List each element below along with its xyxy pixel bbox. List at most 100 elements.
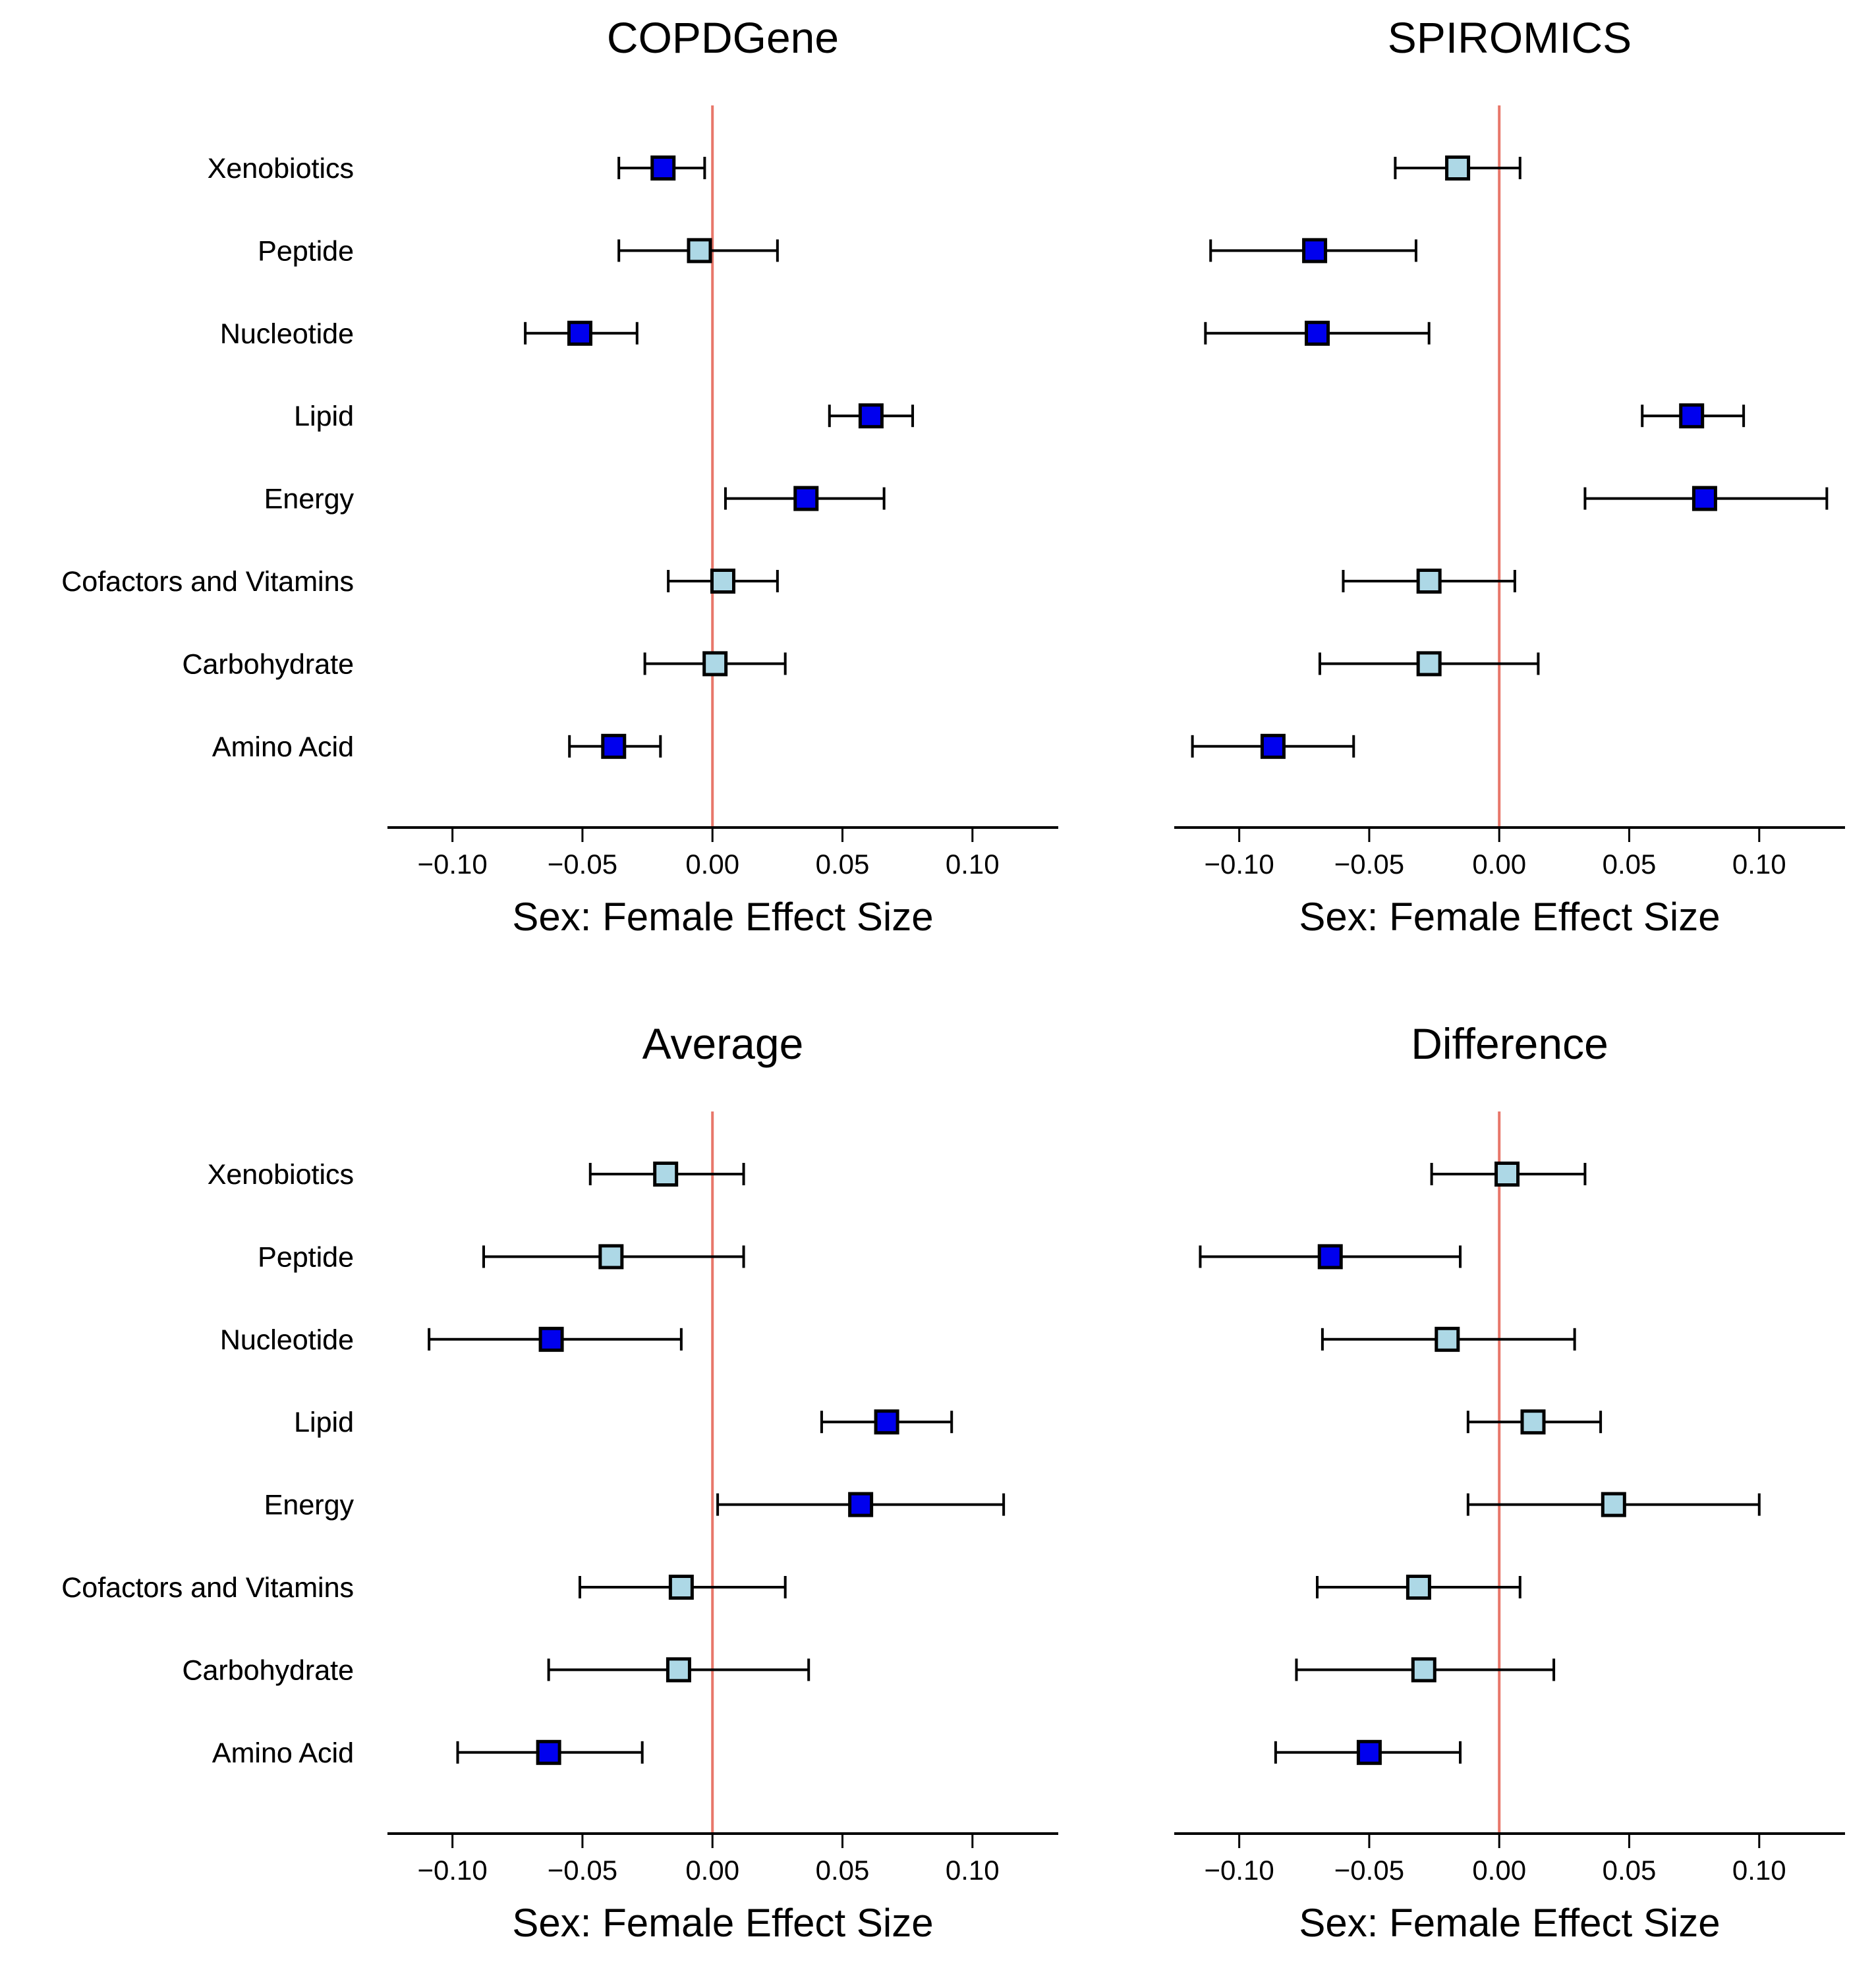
row-cofactors-and-vitamins: Cofactors and Vitamins (61, 566, 779, 598)
effect-estimate-marker (1691, 486, 1717, 511)
row-energy: Energy (264, 1490, 1761, 1521)
effect-estimate-marker (1406, 1575, 1431, 1600)
row-peptide: Peptide (258, 235, 1417, 267)
x-tick-label: −0.05 (548, 1855, 617, 1886)
row-xenobiotics: Xenobiotics (208, 153, 706, 184)
category-label: Lipid (294, 401, 354, 432)
row-energy: Energy (264, 484, 886, 515)
effect-estimate-marker (1416, 651, 1442, 677)
x-axis-label: Sex: Female Effect Size (1299, 1901, 1720, 1945)
effect-estimate-marker (598, 1244, 624, 1270)
row-carbohydrate: Carbohydrate (182, 648, 787, 680)
category-label: Energy (264, 1490, 355, 1521)
effect-estimate-marker (1260, 733, 1286, 759)
row-carbohydrate: Carbohydrate (182, 1654, 810, 1686)
category-label: Peptide (258, 235, 354, 267)
row-cofactors-and-vitamins: Cofactors and Vitamins (61, 1572, 1521, 1604)
category-label: Amino Acid (212, 1737, 354, 1769)
x-tick-label: −0.10 (1205, 1855, 1274, 1886)
row-cofactors-and-vitamins: Cofactors and Vitamins (61, 566, 1516, 598)
effect-estimate-marker (666, 1657, 691, 1683)
x-tick-label: 0.05 (816, 1855, 870, 1886)
category-label: Cofactors and Vitamins (61, 1572, 354, 1604)
category-label: Peptide (258, 235, 354, 267)
row-lipid: Lipid (294, 401, 1746, 432)
x-tick-label: 0.10 (1732, 849, 1786, 880)
row-xenobiotics: Xenobiotics (208, 153, 1521, 184)
x-tick-label: 0.10 (946, 849, 1000, 880)
difference-panel: Difference −0.10 −0.05 0.00 0.05 0.10 Sex: Fem… (61, 1019, 1845, 1945)
x-tick-label: −0.10 (1205, 849, 1274, 880)
panel-title: Average (642, 1019, 804, 1068)
effect-estimate-marker (668, 1575, 694, 1600)
x-tick-label: 0.05 (1603, 849, 1657, 880)
category-label: Lipid (294, 401, 354, 432)
effect-estimate-marker (1302, 238, 1328, 264)
category-label: Carbohydrate (182, 1654, 354, 1686)
row-energy: Energy (264, 484, 1829, 515)
effect-estimate-marker (1445, 155, 1471, 181)
effect-estimate-marker (650, 155, 676, 181)
row-peptide: Peptide (258, 1241, 745, 1273)
x-axis-label: Sex: Female Effect Size (1299, 895, 1720, 939)
x-tick-label: −0.05 (1334, 1855, 1404, 1886)
row-peptide: Peptide (258, 235, 779, 267)
category-label: Amino Acid (212, 731, 354, 763)
category-label: Cofactors and Vitamins (61, 566, 354, 598)
panel-title: COPDGene (607, 13, 839, 62)
row-amino-acid: Amino Acid (212, 731, 1355, 763)
x-tick-label: 0.05 (1603, 1855, 1657, 1886)
x-tick-label: 0.00 (685, 1855, 739, 1886)
effect-estimate-marker (1317, 1244, 1343, 1270)
spiromics-panel: SPIROMICS −0.10 −0.05 0.00 0.05 0.10 Sex: Fema… (61, 13, 1845, 939)
row-xenobiotics: Xenobiotics (208, 1159, 1587, 1191)
effect-estimate-marker (1494, 1162, 1520, 1187)
effect-estimate-marker (1679, 403, 1705, 429)
x-tick-label: 0.10 (1732, 1855, 1786, 1886)
panel-title: Difference (1411, 1019, 1608, 1068)
effect-estimate-marker (601, 733, 627, 759)
x-tick-label: 0.05 (816, 849, 870, 880)
effect-estimate-marker (687, 238, 712, 264)
x-tick-label: 0.10 (946, 1855, 1000, 1886)
row-lipid: Lipid (294, 401, 915, 432)
row-nucleotide: Nucleotide (220, 318, 1431, 350)
category-label: Amino Acid (212, 731, 354, 763)
row-nucleotide: Nucleotide (220, 1324, 683, 1356)
x-tick-label: −0.10 (418, 1855, 488, 1886)
row-peptide: Peptide (258, 1241, 1462, 1273)
category-label: Carbohydrate (182, 1654, 354, 1686)
row-nucleotide: Nucleotide (220, 1324, 1576, 1356)
panel-title: SPIROMICS (1388, 13, 1632, 62)
category-label: Xenobiotics (208, 153, 354, 184)
x-tick-label: 0.00 (1472, 1855, 1526, 1886)
category-label: Lipid (294, 1407, 354, 1438)
effect-estimate-marker (848, 1492, 874, 1517)
effect-estimate-marker (858, 403, 884, 429)
x-axis-label: Sex: Female Effect Size (512, 1901, 933, 1945)
effect-estimate-marker (1416, 569, 1442, 594)
x-tick-label: −0.05 (548, 849, 617, 880)
x-tick-label: 0.00 (685, 849, 739, 880)
row-amino-acid: Amino Acid (212, 731, 662, 763)
row-nucleotide: Nucleotide (220, 318, 639, 350)
category-label: Amino Acid (212, 1737, 354, 1769)
effect-estimate-marker (874, 1409, 899, 1435)
average-panel: Average −0.10 −0.05 0.00 0.05 0.10 Sex: Female… (61, 1019, 1058, 1945)
category-label: Carbohydrate (182, 648, 354, 680)
x-tick-label: −0.05 (1334, 849, 1404, 880)
effect-estimate-marker (1411, 1657, 1436, 1683)
row-amino-acid: Amino Acid (212, 1737, 644, 1769)
row-xenobiotics: Xenobiotics (208, 1159, 745, 1191)
category-label: Energy (264, 1490, 355, 1521)
category-label: Xenobiotics (208, 1159, 354, 1191)
effect-estimate-marker (1601, 1492, 1626, 1517)
category-label: Energy (264, 484, 355, 515)
copdgene-panel: COPDGene −0.10 −0.05 0.00 0.05 0.10 Sex: Femal… (61, 13, 1058, 939)
x-axis-label: Sex: Female Effect Size (512, 895, 933, 939)
x-tick-label: −0.10 (418, 849, 488, 880)
effect-estimate-marker (702, 651, 728, 677)
category-label: Cofactors and Vitamins (61, 566, 354, 598)
category-label: Nucleotide (220, 1324, 354, 1356)
